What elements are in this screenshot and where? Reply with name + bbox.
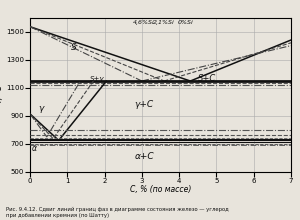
Text: α+C: α+C — [134, 152, 154, 161]
X-axis label: C, % (по массе): C, % (по массе) — [130, 185, 191, 194]
Text: 4,6%Si: 4,6%Si — [133, 20, 154, 25]
Text: Рис. 9.4.12. Сдвиг линий границ фаз в диаграмме состояния железо — углерод
при д: Рис. 9.4.12. Сдвиг линий границ фаз в ди… — [6, 207, 229, 218]
Text: 2,1%Si: 2,1%Si — [153, 20, 175, 25]
Text: S+γ: S+γ — [90, 75, 104, 81]
Text: α: α — [32, 144, 37, 153]
Text: 0%Si: 0%Si — [177, 20, 193, 25]
Text: S: S — [71, 42, 77, 51]
Text: γ+C: γ+C — [134, 100, 154, 109]
Y-axis label: T, °C: T, °C — [0, 86, 4, 103]
Text: γ: γ — [38, 104, 44, 113]
Text: S+C: S+C — [198, 74, 216, 83]
